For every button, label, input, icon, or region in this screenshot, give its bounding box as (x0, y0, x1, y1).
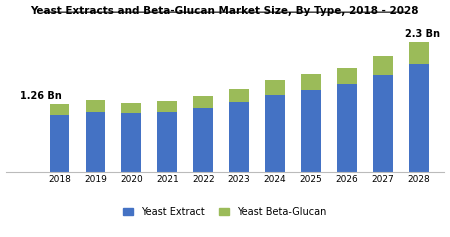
Bar (158, 113, 177, 173)
Bar (301, 74, 321, 90)
Bar (409, 64, 429, 173)
Bar (373, 75, 393, 173)
Bar (86, 100, 105, 112)
Legend: Yeast Extract, Yeast Beta-Glucan: Yeast Extract, Yeast Beta-Glucan (120, 203, 330, 221)
Text: 1.26 Bn: 1.26 Bn (20, 91, 62, 101)
Bar (86, 112, 105, 173)
Bar (122, 113, 141, 173)
Bar (301, 90, 321, 173)
Bar (158, 101, 177, 113)
Bar (337, 68, 357, 84)
Bar (194, 109, 213, 173)
Text: 2.3 Bn: 2.3 Bn (405, 29, 440, 39)
Bar (373, 56, 393, 75)
Bar (50, 105, 69, 115)
Bar (230, 89, 249, 102)
Bar (230, 102, 249, 173)
Bar (122, 103, 141, 113)
Bar (409, 42, 429, 64)
Title: Yeast Extracts and Beta-Glucan Market Size, By Type, 2018 - 2028: Yeast Extracts and Beta-Glucan Market Si… (31, 5, 419, 16)
Bar (265, 95, 285, 173)
Bar (265, 81, 285, 95)
Bar (337, 84, 357, 173)
Bar (50, 115, 69, 173)
Bar (194, 96, 213, 109)
